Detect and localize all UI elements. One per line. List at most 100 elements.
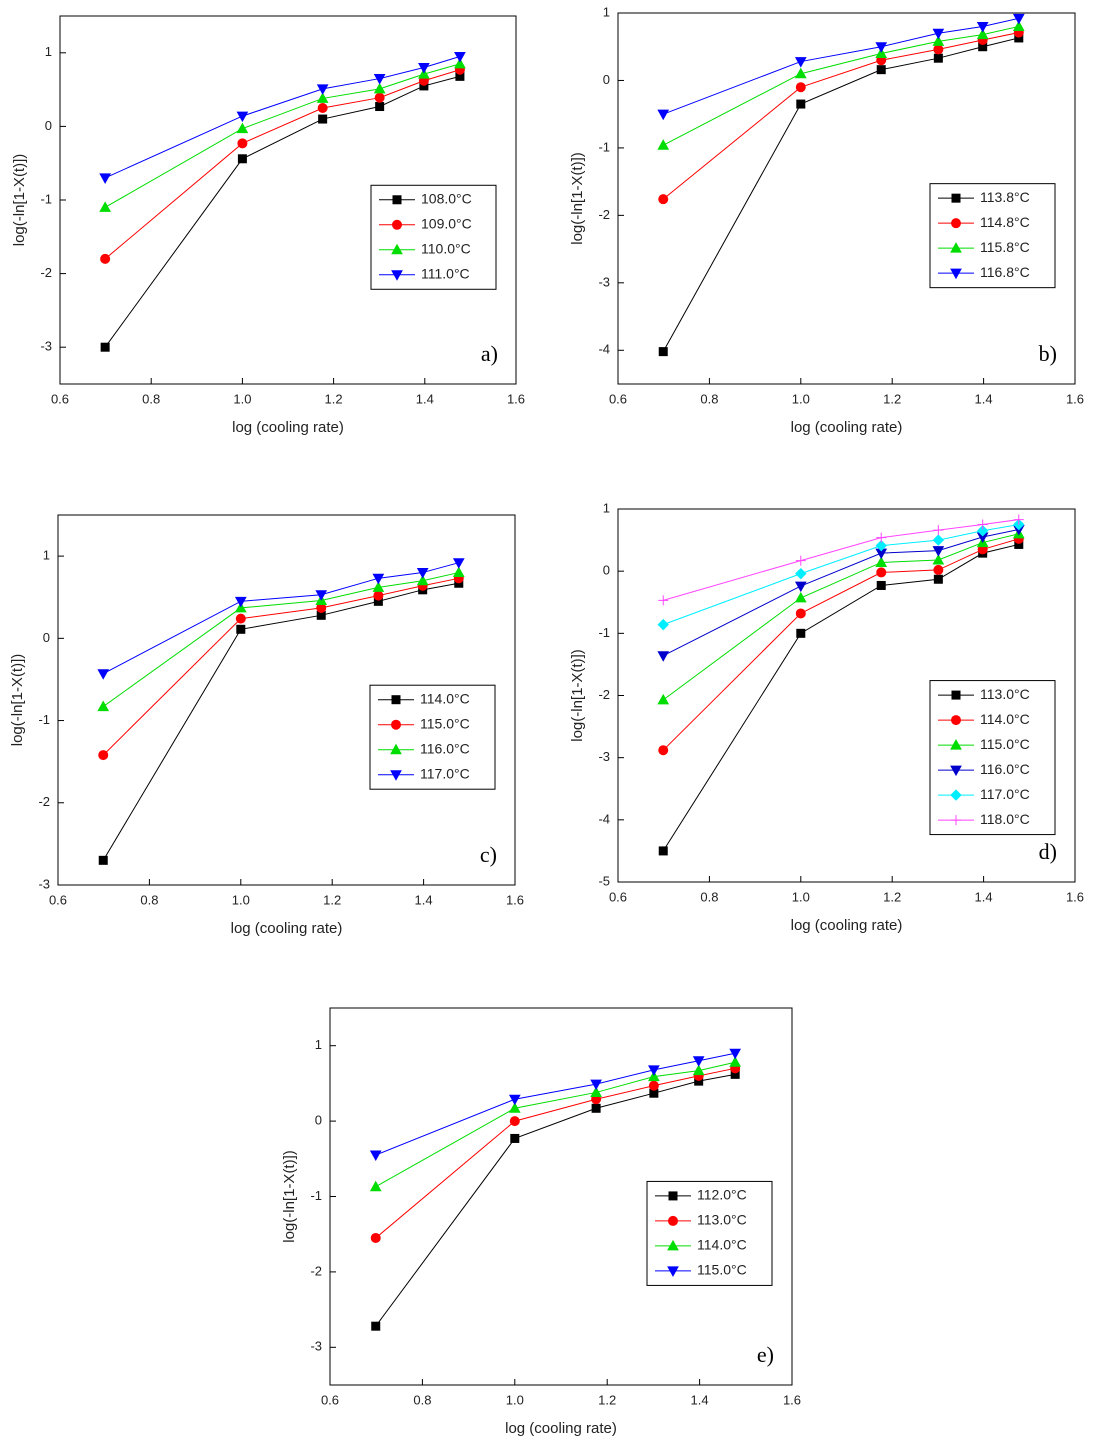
marker [316,84,329,95]
legend-label: 114.0°C [697,1237,747,1253]
y-tick-label: 1 [43,548,50,563]
marker [875,556,888,567]
marker [390,770,402,781]
marker [933,525,944,536]
x-tick-label: 0.8 [700,391,718,406]
marker [657,651,670,662]
legend-label: 115.0°C [420,715,470,731]
y-tick-label: -1 [598,139,610,154]
x-tick-label: 1.2 [883,391,901,406]
panel-label: c) [480,842,497,867]
marker [234,601,247,613]
y-axis-title: log(-ln[1-X(t)]) [281,1150,298,1243]
marker [237,154,247,164]
series-line [104,56,461,179]
x-axis-title: log (cooling rate) [791,917,903,934]
x-tick-label: 0.8 [142,391,160,406]
panel-label: e) [757,1342,774,1367]
marker [418,63,430,74]
legend-label: 116.8°C [980,264,1030,280]
marker [795,608,806,619]
y-tick-label: -1 [40,191,52,206]
y-tick-label: -2 [40,265,52,280]
marker [794,57,807,68]
marker [391,270,403,281]
chart: 0.6 0.8 1.0 1.2 1.4 1.6 -3 -2 -1 0 1 log (cooling r… [9,514,524,937]
marker [316,92,329,103]
y-tick-label: 1 [603,500,610,515]
marker [932,553,945,565]
marker [933,574,943,584]
legend: 114.0°C 115.0°C 116.0°C 117.0°C [369,684,496,790]
y-tick-label: 1 [603,4,610,19]
x-tick-label: 0.8 [140,892,158,907]
marker [876,532,887,543]
legend-box [646,1180,773,1286]
marker [951,218,961,229]
marker [950,765,962,777]
series-line [663,17,1019,115]
marker [391,719,401,730]
series-line [375,1073,736,1327]
marker [658,745,669,756]
legend-label: 114.8°C [980,214,1030,230]
x-tick-label: 1.6 [506,892,524,907]
marker [374,92,385,103]
x-tick-label: 1.2 [323,892,341,907]
x-tick-label: 0.6 [321,1392,339,1407]
marker [875,42,888,53]
marker [976,525,989,537]
marker [236,624,246,634]
marker [977,519,988,530]
marker [317,103,328,113]
series-line [662,538,1019,751]
x-tick-label: 1.2 [883,889,901,904]
marker [950,268,962,280]
y-tick-label: -1 [38,712,50,727]
x-tick-label: 1.4 [691,1392,709,1407]
x-tick-label: 1.0 [232,892,250,907]
marker [794,67,807,79]
marker [933,53,943,63]
marker [234,596,247,608]
marker [795,567,807,580]
marker [657,618,669,631]
legend-label: 115.0°C [697,1262,747,1278]
marker [795,555,806,566]
marker [795,82,806,93]
y-axis-title: log(-ln[1-X(t)]) [569,152,586,245]
marker [416,574,429,586]
series-line [375,1052,736,1156]
marker [100,342,110,352]
marker [416,568,429,579]
x-tick-label: 1.0 [792,391,810,406]
legend-label: 113.0°C [980,686,1030,702]
marker [100,253,111,264]
x-tick-label: 1.6 [1066,391,1084,406]
series-line [662,37,1019,352]
legend-label: 115.8°C [980,239,1030,255]
marker [976,28,989,40]
marker [235,613,246,624]
marker [373,74,386,85]
marker [950,789,962,801]
marker [236,122,249,134]
marker [729,1048,742,1060]
marker [657,109,670,121]
x-tick-label: 0.8 [700,889,718,904]
marker [658,595,669,606]
marker [667,1239,679,1251]
marker [950,739,962,750]
x-tick-label: 1.0 [233,391,251,406]
y-tick-label: -2 [38,794,50,809]
marker [373,590,384,601]
marker [933,44,944,55]
marker [1012,20,1025,31]
x-axis-title: log (cooling rate) [791,419,903,436]
legend-label: 116.0°C [420,740,470,756]
panel-label: a) [481,341,498,366]
chart: 0.6 0.8 1.0 1.2 1.4 1.6 -3 -2 -1 0 1 log (cooling r… [281,1007,801,1437]
series-line [375,1061,736,1188]
marker [950,242,962,253]
